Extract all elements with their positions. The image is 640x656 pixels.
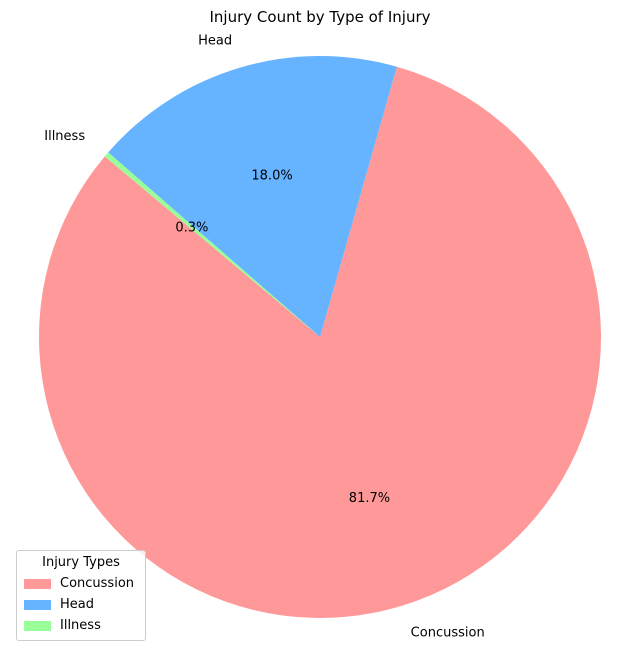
legend-item-concussion: Concussion <box>17 573 145 594</box>
slice-label-illness: Illness <box>44 129 85 144</box>
legend-swatch-concussion <box>24 578 51 589</box>
pct-label-concussion: 81.7% <box>349 491 390 506</box>
slice-label-head: Head <box>198 34 232 49</box>
legend-item-head: Head <box>17 594 145 615</box>
slice-label-concussion: Concussion <box>411 625 485 640</box>
legend-label-concussion: Concussion <box>60 576 135 591</box>
legend-label-head: Head <box>60 597 94 612</box>
chart-title: Injury Count by Type of Injury <box>210 8 431 26</box>
legend-title: Injury Types <box>42 555 120 570</box>
pct-label-head: 18.0% <box>251 168 292 183</box>
pie-slice-head <box>108 55 397 337</box>
legend-swatch-head <box>24 599 51 610</box>
legend-swatch-illness <box>24 620 51 631</box>
pie-slice-illness <box>104 152 320 337</box>
pie-slice-concussion <box>38 66 602 618</box>
pct-label-illness: 0.3% <box>175 220 208 235</box>
pie-labels: Concussion 81.7% Head 18.0% Illness 0.3% <box>44 34 484 641</box>
legend: Injury Types Concussion Head Illness <box>16 550 146 641</box>
legend-label-illness: Illness <box>60 618 101 633</box>
pie-slices <box>38 55 602 618</box>
legend-item-illness: Illness <box>17 615 145 636</box>
